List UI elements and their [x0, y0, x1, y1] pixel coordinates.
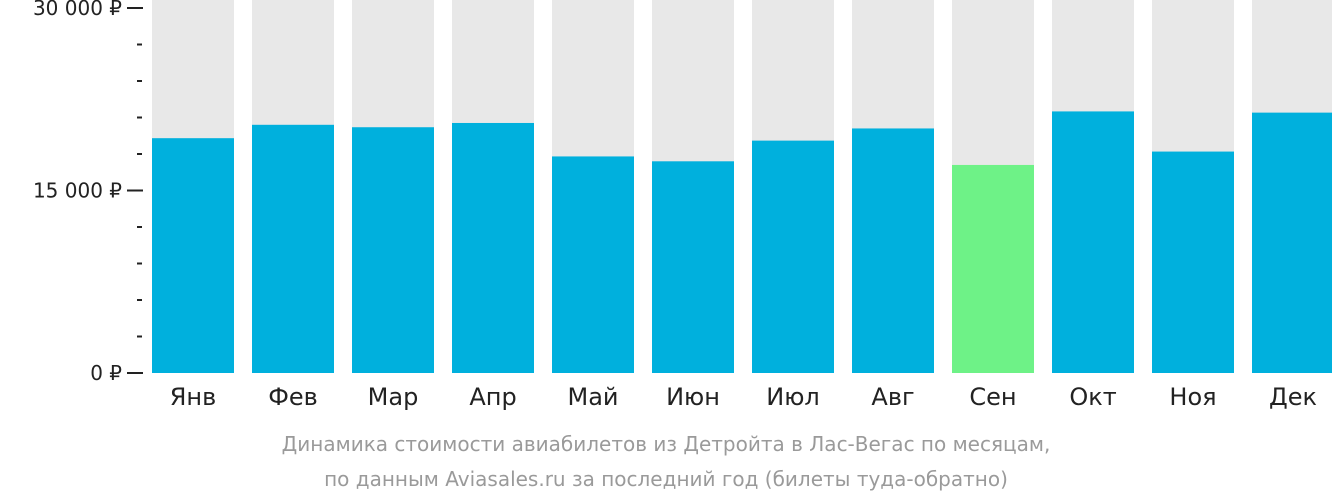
y-tick-label-2: 15 000 ₽	[33, 179, 122, 203]
x-tick-label-4: Апр	[469, 383, 516, 411]
price-chart: Янв Фев Мар Апр Май Июн Июл Авг Сен Окт Ноя Дек 0 ₽ 1…	[33, 0, 1332, 411]
x-tick-label-10: Окт	[1069, 383, 1116, 411]
bar-4	[452, 122, 534, 373]
x-tick-label-7: Июл	[766, 383, 820, 411]
bar-12	[1252, 112, 1332, 373]
x-tick-label-8: Авг	[871, 383, 914, 411]
bar-8	[852, 128, 934, 373]
x-tick-label-5: Май	[567, 383, 618, 411]
bar-2	[252, 124, 334, 373]
chart-caption: Динамика стоимости авиабилетов из Детрой…	[0, 427, 1332, 497]
bar-5	[552, 156, 634, 373]
bar-9	[952, 164, 1034, 373]
chart-title-line-2: по данным Aviasales.ru за последний год …	[324, 467, 1008, 491]
x-tick-label-3: Мар	[368, 383, 419, 411]
x-tick-label-2: Фев	[268, 383, 318, 411]
bar-3	[352, 127, 434, 373]
bar-6	[652, 161, 734, 373]
bar-11	[1152, 151, 1234, 373]
x-tick-label-6: Июн	[666, 383, 720, 411]
y-tick-label-3: 30 000 ₽	[33, 0, 122, 20]
x-tick-label-9: Сен	[969, 383, 1016, 411]
x-tick-label-11: Ноя	[1169, 383, 1216, 411]
y-tick-label-1: 0 ₽	[90, 361, 122, 385]
bar-10	[1052, 111, 1134, 374]
x-tick-label-1: Янв	[170, 383, 217, 411]
x-tick-label-12: Дек	[1269, 383, 1317, 411]
bar-1	[152, 138, 234, 373]
bar-7	[752, 140, 834, 373]
chart-title-line-1: Динамика стоимости авиабилетов из Детрой…	[281, 432, 1051, 456]
